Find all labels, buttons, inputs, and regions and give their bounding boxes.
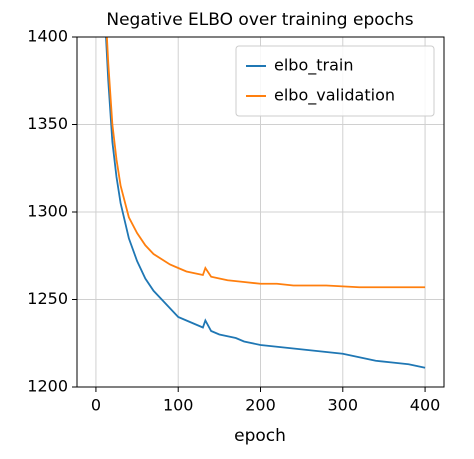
series-line (105, 37, 426, 289)
legend-label: elbo_train (274, 56, 353, 76)
y-tick-label: 1300 (27, 202, 68, 221)
x-tick-label: 200 (245, 396, 276, 415)
series-line (105, 37, 426, 369)
y-tick-label: 1200 (27, 377, 68, 396)
plot-frame (76, 36, 445, 388)
x-axis-label: epoch (234, 426, 286, 446)
plot-lines (105, 37, 426, 369)
x-tick-label: 400 (410, 396, 441, 415)
legend-box (235, 45, 435, 117)
x-tick-label: 100 (163, 396, 194, 415)
y-tick-label: 1400 (27, 27, 68, 46)
y-tick-label: 1350 (27, 114, 68, 133)
legend-label: elbo_validation (274, 86, 395, 106)
x-tick-label: 300 (328, 396, 359, 415)
x-tick-label: 0 (91, 396, 101, 415)
y-tick-label: 1250 (27, 289, 68, 308)
chart-title: Negative ELBO over training epochs (106, 10, 413, 30)
